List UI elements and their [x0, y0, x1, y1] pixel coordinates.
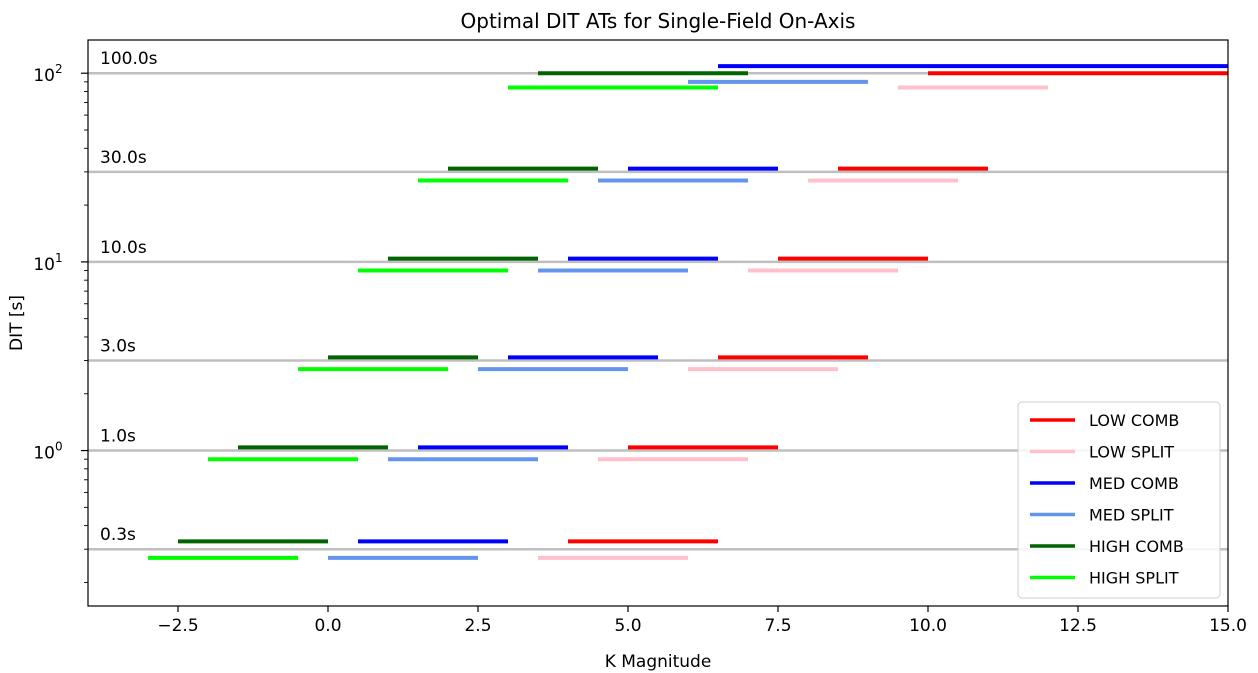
y-tick-label: 101	[33, 251, 62, 275]
legend-label: HIGH SPLIT	[1089, 569, 1179, 588]
legend-label: MED SPLIT	[1089, 506, 1174, 525]
dit-level-label: 3.0s	[100, 337, 136, 357]
dit-level-label: 30.0s	[100, 148, 147, 168]
chart-title: Optimal DIT ATs for Single-Field On-Axis	[461, 9, 856, 33]
x-tick-label: 10.0	[909, 616, 947, 636]
x-tick-label: 12.5	[1059, 616, 1097, 636]
x-tick-label: 15.0	[1209, 616, 1247, 636]
y-tick-label: 102	[33, 62, 62, 86]
x-tick-label: 2.5	[464, 616, 491, 636]
y-axis-label: DIT [s]	[7, 295, 27, 351]
x-tick-label: −2.5	[157, 616, 198, 636]
legend-label: MED COMB	[1089, 474, 1179, 493]
legend-label: HIGH COMB	[1089, 537, 1184, 556]
dit-level-label: 100.0s	[100, 49, 158, 69]
x-tick-label: 0.0	[314, 616, 341, 636]
legend: LOW COMB LOW SPLIT MED COMB MED SPLIT HIGH C…	[1017, 401, 1221, 599]
y-tick-label: 100	[33, 440, 62, 464]
legend-label: LOW SPLIT	[1089, 443, 1174, 462]
dit-level-label: 10.0s	[100, 238, 147, 258]
x-axis-label: K Magnitude	[605, 652, 712, 672]
x-tick-label: 5.0	[614, 616, 641, 636]
legend-label: LOW COMB	[1089, 411, 1179, 430]
dit-level-label: 0.3s	[100, 525, 136, 545]
dit-level-label: 1.0s	[100, 427, 136, 447]
x-tick-label: 7.5	[764, 616, 791, 636]
plot-frame	[87, 39, 1229, 607]
